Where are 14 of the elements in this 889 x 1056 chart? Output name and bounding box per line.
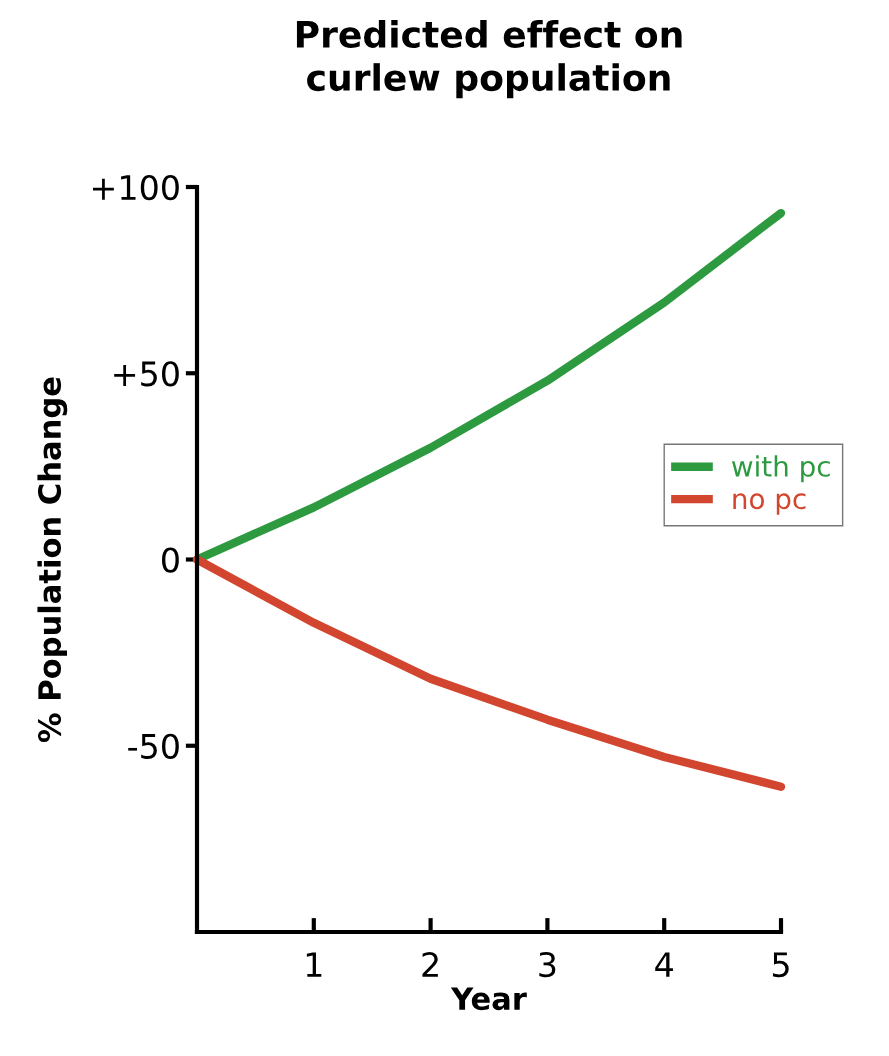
x-tick-label: 4 xyxy=(655,952,673,977)
y-tick-label: -50 xyxy=(128,733,179,759)
chart-title: Predicted effect on curlew population xyxy=(296,20,682,99)
x-tick-label: 2 xyxy=(422,952,438,977)
y-tick-label: +100 xyxy=(93,174,179,201)
x-tick-label: 1 xyxy=(306,952,322,977)
y-axis-title: % Population Change xyxy=(37,377,68,742)
x-tick-label: 5 xyxy=(772,952,789,978)
legend-label: with pc xyxy=(732,455,830,483)
y-tick-label: +50 xyxy=(114,361,179,387)
x-axis-title: Year xyxy=(450,987,527,1011)
x-tick-label: 3 xyxy=(539,952,556,978)
y-tick-label: 0 xyxy=(162,547,179,573)
legend-label: no pc xyxy=(733,493,806,515)
